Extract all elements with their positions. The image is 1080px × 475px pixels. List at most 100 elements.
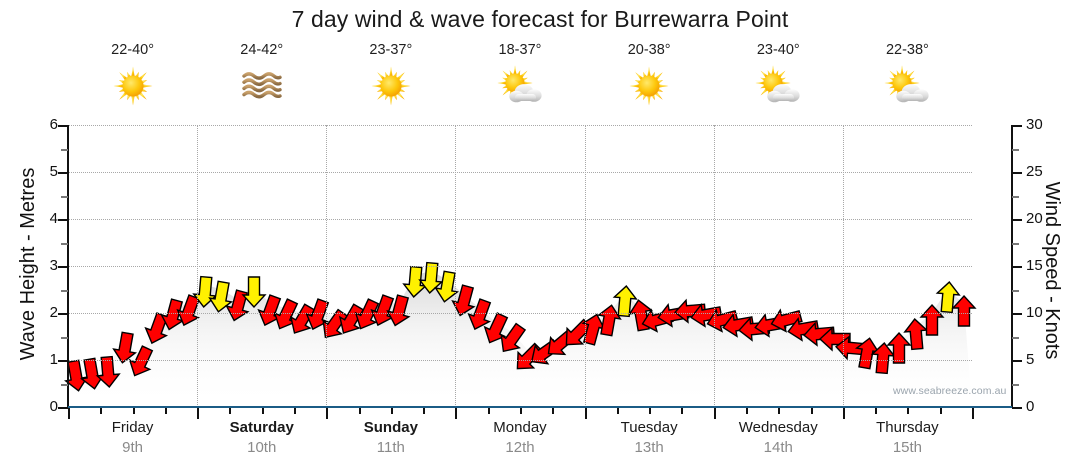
wind-arrow	[463, 297, 496, 333]
day-label-sunday: Sunday 11th	[326, 418, 455, 468]
tick-wind-10	[1012, 313, 1022, 315]
temperature-range: 23-37°	[369, 42, 413, 58]
tick-day-boundary	[197, 408, 200, 419]
tick-label-wave: 1	[49, 351, 58, 368]
day-name: Sunday	[363, 419, 418, 436]
tick-6-hourly	[390, 408, 393, 414]
tick-6-hourly	[681, 408, 684, 414]
wind-arrow	[207, 279, 236, 314]
wind-arrow	[935, 280, 962, 313]
temperature-range: 22-40°	[111, 42, 155, 58]
day-date: 15th	[892, 439, 923, 456]
tick-label-wind: 30	[1026, 116, 1043, 133]
temperature-range: 23-40°	[756, 42, 800, 58]
wind-arrow	[448, 284, 479, 319]
tick-wave-5	[58, 172, 68, 174]
forecast-day-2: 24-42°	[197, 42, 326, 120]
day-label-thursday: Thursday 15th	[843, 418, 972, 468]
chart-plot-area	[64, 125, 977, 407]
wind-arrow	[493, 320, 530, 358]
tick-wind-minor	[1012, 242, 1019, 245]
tick-wave-minor	[61, 383, 68, 386]
tick-6-hourly	[907, 408, 910, 414]
wind-arrow	[802, 321, 835, 348]
forecast-day-6: 23-40°	[714, 42, 843, 120]
wind-arrow	[594, 303, 623, 337]
day-label-monday: Monday 12th	[455, 418, 584, 468]
tick-6-hourly	[229, 408, 232, 414]
tick-wave-minor	[61, 148, 68, 151]
temperature-range: 24-42°	[240, 42, 284, 58]
haze-icon	[236, 61, 288, 111]
tick-label-wind: 20	[1026, 210, 1043, 227]
day-label-strip: Friday 9th Saturday 10th Sunday 11th Monday 12t…	[68, 418, 972, 468]
wind-arrow	[886, 332, 912, 364]
day-label-tuesday: Tuesday 13th	[585, 418, 714, 468]
gridline-vertical	[197, 125, 199, 407]
forecast-day-5: 20-38°	[585, 42, 714, 120]
tick-day-boundary	[972, 408, 974, 419]
gridline-horizontal	[68, 313, 972, 314]
day-name: Friday	[111, 419, 154, 436]
gridline-horizontal	[68, 125, 972, 126]
wind-arrow	[241, 276, 267, 308]
day-date: 13th	[634, 439, 664, 456]
gridline-horizontal	[68, 172, 972, 173]
tick-label-wave: 3	[49, 257, 58, 274]
tick-wind-minor	[1012, 148, 1019, 151]
tick-6-hourly	[358, 408, 361, 414]
tick-label-wave: 4	[49, 210, 58, 227]
tick-wind-minor	[1012, 336, 1019, 339]
wind-arrow	[704, 305, 739, 336]
day-date: 10th	[247, 439, 277, 456]
tick-wave-0	[58, 407, 68, 409]
wind-arrows-layer	[64, 125, 977, 407]
wind-arrow	[786, 315, 820, 344]
tick-day-boundary	[68, 408, 70, 419]
tick-6-hourly	[810, 408, 813, 414]
tick-6-hourly	[552, 408, 555, 414]
wind-arrow	[721, 310, 755, 339]
wind-arrow	[418, 261, 445, 294]
temperature-range: 22-38°	[885, 42, 929, 58]
forecast-day-3: 23-37°	[326, 42, 455, 120]
gridline-horizontal	[68, 360, 972, 361]
day-label-wednesday: Wednesday 14th	[714, 418, 843, 468]
tick-wave-3	[58, 266, 68, 268]
temperature-range: 18-37°	[498, 42, 542, 58]
tick-6-hourly	[616, 408, 619, 414]
tick-label-wind: 0	[1026, 398, 1035, 415]
tick-wind-minor	[1012, 383, 1019, 386]
tick-label-wind: 10	[1026, 304, 1043, 321]
tick-day-boundary	[713, 408, 716, 419]
tick-wave-6	[58, 125, 68, 127]
day-name: Monday	[493, 419, 547, 436]
wave-height-shading	[68, 125, 972, 407]
wind-arrow	[951, 294, 977, 327]
gridline-horizontal	[68, 266, 972, 267]
tick-6-hourly	[487, 408, 490, 414]
tick-wind-15	[1012, 266, 1022, 268]
gridline-vertical	[326, 125, 328, 407]
wind-arrow	[769, 305, 804, 336]
tick-6-hourly	[261, 408, 264, 414]
partly-cloudy-icon	[752, 61, 804, 111]
temperature-range: 20-38°	[627, 42, 671, 58]
tick-wind-5	[1012, 360, 1022, 362]
gridline-horizontal	[68, 219, 972, 220]
tick-label-wave: 5	[49, 163, 58, 180]
tick-6-hourly	[875, 408, 878, 414]
tick-wind-0	[1012, 407, 1022, 409]
tick-day-boundary	[842, 408, 845, 419]
tick-wave-2	[58, 313, 68, 315]
tick-label-wind: 15	[1026, 257, 1043, 274]
tick-day-boundary	[455, 408, 458, 419]
day-name: Tuesday	[620, 419, 678, 436]
tick-wave-minor	[61, 289, 68, 292]
day-date: 14th	[763, 439, 793, 456]
tick-day-boundary	[584, 408, 587, 419]
tick-6-hourly	[520, 408, 522, 414]
tick-6-hourly	[778, 408, 781, 414]
gridline-vertical	[713, 125, 715, 407]
partly-cloudy-icon	[881, 61, 933, 111]
